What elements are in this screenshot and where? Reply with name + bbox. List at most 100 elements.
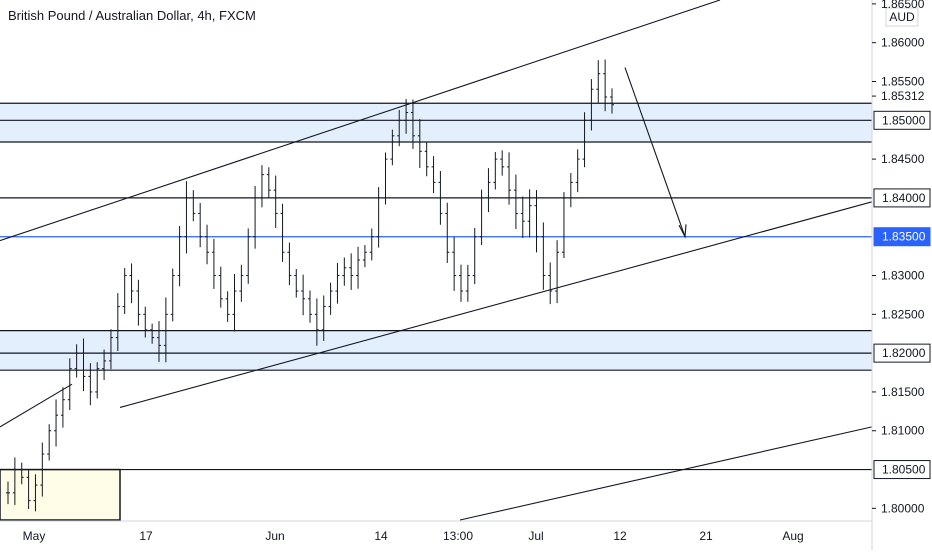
price-badge (873, 343, 931, 363)
demand-box (0, 468, 121, 521)
price-bar (321, 295, 326, 341)
price-bar (383, 152, 388, 205)
price-bar (356, 246, 361, 289)
y-tick-label: 1.85500 (881, 74, 925, 88)
trendlines-layer (0, 0, 873, 521)
x-tick-label: 21 (699, 529, 713, 543)
x-tick-label: 13:00 (443, 529, 473, 543)
y-tick-label: 1.81500 (881, 385, 925, 399)
y-tick-label: 1.85000 (882, 113, 926, 127)
price-bars-layer (6, 59, 614, 512)
price-bar (486, 168, 491, 213)
price-bar (555, 240, 560, 304)
price-badge (873, 188, 931, 208)
channel-lower (119, 201, 873, 408)
price-bar (211, 238, 216, 289)
y-tick-label: 1.80500 (882, 463, 926, 477)
x-tick-label: Aug (782, 529, 803, 543)
y-tick-label: 1.83000 (881, 269, 925, 283)
price-bar (12, 457, 17, 505)
price-badge (873, 110, 931, 130)
price-bar (198, 202, 203, 248)
price-bar (218, 266, 223, 308)
price-bar (184, 181, 189, 254)
price-bar (273, 175, 278, 229)
price-bar (122, 268, 127, 314)
price-bar (81, 338, 86, 392)
price-bar (95, 362, 100, 399)
price-bar (424, 141, 429, 177)
price-bar (6, 481, 10, 505)
price-bar (60, 387, 65, 428)
arrow-shaft (624, 67, 686, 237)
price-bar (342, 257, 347, 286)
price-bar (582, 112, 587, 168)
price-bar (568, 173, 573, 208)
price-badge (873, 460, 931, 480)
price-bar (452, 236, 457, 291)
price-bar (513, 174, 518, 230)
price-bar (520, 196, 525, 239)
price-bar (47, 424, 52, 461)
price-bar (33, 474, 38, 512)
price-bar (163, 297, 168, 363)
price-bar (362, 245, 367, 268)
price-bar (170, 268, 175, 322)
price-bar (397, 109, 402, 147)
price-bar (445, 202, 450, 263)
y-tick-label: 1.82500 (881, 307, 925, 321)
price-bar (541, 222, 546, 290)
price-bar (191, 190, 196, 222)
price-bar (459, 264, 463, 302)
price-bar (232, 273, 237, 332)
price-bar (143, 306, 148, 338)
price-bar (603, 59, 608, 112)
zones-layer (0, 103, 872, 521)
price-bar (136, 279, 141, 326)
price-bar (259, 165, 264, 208)
arrow-head (678, 224, 687, 239)
price-bar (67, 358, 72, 411)
price-bar (589, 79, 594, 131)
currency-badge (885, 7, 919, 27)
price-bar (177, 225, 182, 287)
x-tick-label: Jul (528, 529, 543, 543)
price-bar (438, 171, 443, 225)
price-bar (26, 468, 31, 510)
price-bar (335, 262, 340, 304)
price-bar (239, 264, 244, 302)
price-bar (102, 349, 107, 381)
price-bar (417, 119, 422, 169)
price-bar (253, 185, 258, 249)
price-bar (19, 462, 24, 485)
price-bar (507, 152, 512, 205)
x-tick-label: 14 (374, 529, 388, 543)
price-bar (479, 189, 484, 246)
price-bar (115, 293, 120, 352)
price-bar (54, 399, 59, 447)
channel-upper (0, 0, 721, 242)
y-tick-label: 1.85312 (881, 89, 925, 103)
zone-0 (0, 103, 872, 143)
x-tick-label: May (23, 529, 46, 543)
price-bar (225, 291, 230, 322)
y-tick-label: 1.84500 (881, 152, 925, 166)
zone-1 (0, 330, 872, 371)
price-bar (40, 442, 45, 497)
price-bar (390, 129, 395, 166)
price-bar (294, 269, 299, 298)
x-tick-label: 17 (139, 529, 153, 543)
y-tick-label: 1.86000 (881, 36, 925, 50)
price-bar (534, 190, 539, 253)
price-bar (472, 228, 477, 285)
y-tick-label: 1.82000 (882, 346, 926, 360)
x-tick-label: Jun (265, 529, 284, 543)
price-bar (500, 150, 505, 176)
price-bar (308, 290, 312, 323)
price-bar (314, 298, 319, 346)
price-bar (431, 156, 436, 194)
chart-title: British Pound / Australian Dollar, 4h, F… (8, 8, 256, 23)
price-bar (575, 149, 580, 193)
